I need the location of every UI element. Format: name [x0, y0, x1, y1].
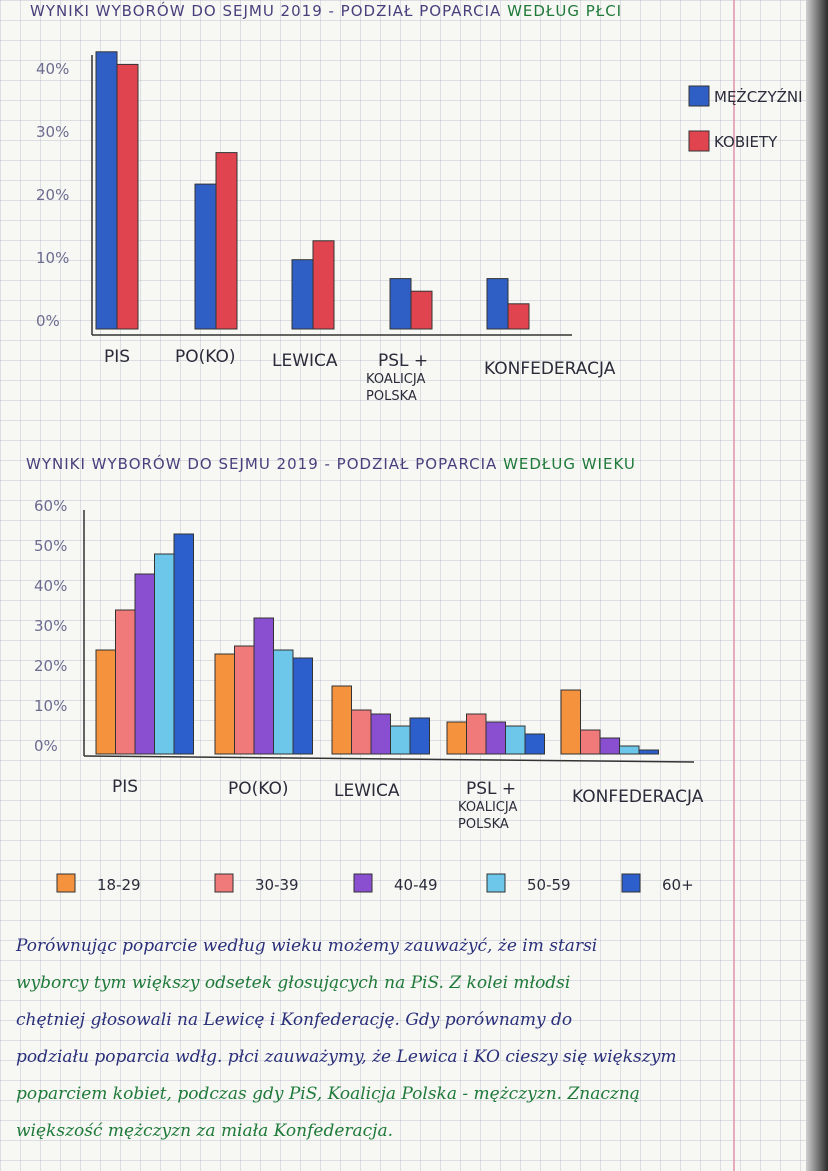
chart2-bar	[173, 533, 194, 755]
chart2-legend-label: 50-59	[527, 876, 571, 894]
page-edge-shadow	[806, 0, 828, 1171]
chart2-bar	[446, 721, 467, 755]
chart1-legend-label: KOBIETY	[714, 133, 778, 151]
chart1-legend-swatch	[688, 85, 710, 107]
chart1-title-prefix: WYNIKI WYBORÓW DO SEJMU 2019 - PODZIAŁ P…	[30, 2, 502, 20]
chart2-legend-label: 60+	[662, 876, 694, 894]
chart1-legend-swatch	[688, 130, 710, 152]
chart2-y-tick-label: 20%	[34, 657, 67, 675]
chart2-bar	[292, 657, 313, 755]
chart2-bar	[370, 713, 391, 755]
chart2-legend-label: 30-39	[255, 876, 299, 894]
chart1-category-label: POLSKA	[366, 389, 417, 404]
chart2-bar	[253, 617, 274, 755]
note-line-4: podziału poparcia wdłg. płci zauważymy, …	[16, 1047, 677, 1067]
chart1-y-tick-label: 10%	[36, 249, 69, 267]
chart2-category-label: PO(KO)	[228, 779, 289, 799]
chart1-y-tick-label: 30%	[36, 123, 69, 141]
chart2-bar	[234, 645, 255, 755]
chart2-y-tick-label: 50%	[34, 537, 67, 555]
chart2-bar	[95, 649, 116, 755]
chart2-category-label: PSL +	[466, 779, 516, 799]
chart2-bar	[154, 553, 175, 755]
summary-note: Porównując poparcie według wieku możemy …	[16, 928, 716, 1150]
chart2-title-highlight: WEDŁUG WIEKU	[503, 455, 636, 473]
chart2-bar	[505, 725, 526, 755]
chart2-bar	[134, 573, 155, 755]
chart2-category-label: KONFEDERACJA	[572, 787, 704, 807]
chart1-bar	[116, 63, 139, 330]
chart2-bar	[390, 725, 411, 755]
chart2-bar	[409, 717, 430, 755]
chart1-category-label: KOALICJA	[366, 372, 425, 387]
chart2-bar	[638, 749, 659, 755]
chart2-legend-swatch	[486, 873, 506, 893]
chart1-bar	[410, 290, 433, 330]
chart2-bar	[214, 653, 235, 755]
chart2-legend-swatch	[56, 873, 76, 893]
chart2-y-tick-label: 60%	[34, 497, 67, 515]
chart2-x-axis	[83, 755, 695, 763]
chart-age: 0% 10% 20% 30% 40% 50% 60% PIS PO(KO) LEWICA PSL +…	[34, 497, 704, 894]
chart1-legend-label: MĘŻCZYŹNI	[714, 87, 803, 106]
chart2-y-tick-label: 10%	[34, 697, 67, 715]
chart2-bar	[485, 721, 506, 755]
chart1-category-label: PO(KO)	[175, 347, 236, 367]
chart2-title-prefix: WYNIKI WYBORÓW DO SEJMU 2019 - PODZIAŁ P…	[26, 455, 498, 473]
chart1-title: WYNIKI WYBORÓW DO SEJMU 2019 - PODZIAŁ P…	[30, 2, 622, 20]
chart1-category-label: PSL +	[378, 351, 428, 371]
chart2-category-label: LEWICA	[334, 781, 400, 801]
chart1-bar	[215, 152, 238, 330]
chart2-category-label: KOALICJA	[458, 800, 517, 815]
chart2-title: WYNIKI WYBORÓW DO SEJMU 2019 - PODZIAŁ P…	[26, 455, 636, 473]
chart1-y-tick-label: 40%	[36, 60, 69, 78]
chart2-bar	[273, 649, 294, 755]
chart-gender: 0% 10% 20% 30% 40% PIS PO(KO) LEWICA PSL +KOALIC…	[36, 51, 803, 404]
chart2-category-label: POLSKA	[458, 817, 509, 832]
chart2-bar	[580, 729, 601, 755]
chart2-category-label: PIS	[112, 777, 138, 797]
note-line-6: większość mężczyzn za miała Konfederacja…	[16, 1121, 393, 1141]
chart2-legend-swatch	[214, 873, 234, 893]
note-line-2: wyborcy tym większy odsetek głosujących …	[16, 973, 571, 993]
chart2-y-tick-label: 30%	[34, 617, 67, 635]
chart1-bar	[507, 303, 530, 330]
chart2-legend-label: 18-29	[97, 876, 141, 894]
chart2-y-tick-label: 0%	[34, 737, 58, 755]
chart2-legend-swatch	[353, 873, 373, 893]
chart2-legend-label: 40-49	[394, 876, 438, 894]
chart2-y-tick-label: 40%	[34, 577, 67, 595]
note-line-5: poparciem kobiet, podczas gdy PiS, Koali…	[16, 1084, 640, 1104]
chart2-bar	[466, 713, 487, 755]
chart1-category-label: LEWICA	[272, 351, 338, 371]
chart2-bar	[115, 609, 136, 755]
chart2-bar	[331, 685, 352, 755]
chart1-bar	[312, 240, 335, 330]
chart2-bar	[524, 733, 545, 755]
notebook-margin-line	[733, 0, 735, 1171]
chart2-bar	[351, 709, 372, 755]
chart1-y-tick-label: 20%	[36, 186, 69, 204]
note-line-1: Porównując poparcie według wieku możemy …	[16, 936, 598, 956]
chart2-legend-swatch	[621, 873, 641, 893]
chart1-title-highlight: WEDŁUG PŁCI	[507, 2, 623, 20]
note-line-3: chętniej głosowali na Lewicę i Konfedera…	[16, 1010, 573, 1030]
chart2-bar	[599, 737, 620, 755]
chart1-category-label: PIS	[104, 347, 130, 367]
chart2-bar	[619, 745, 640, 755]
chart1-y-tick-label: 0%	[36, 312, 60, 330]
chart2-bar	[560, 689, 581, 755]
chart1-category-label: KONFEDERACJA	[484, 359, 616, 379]
